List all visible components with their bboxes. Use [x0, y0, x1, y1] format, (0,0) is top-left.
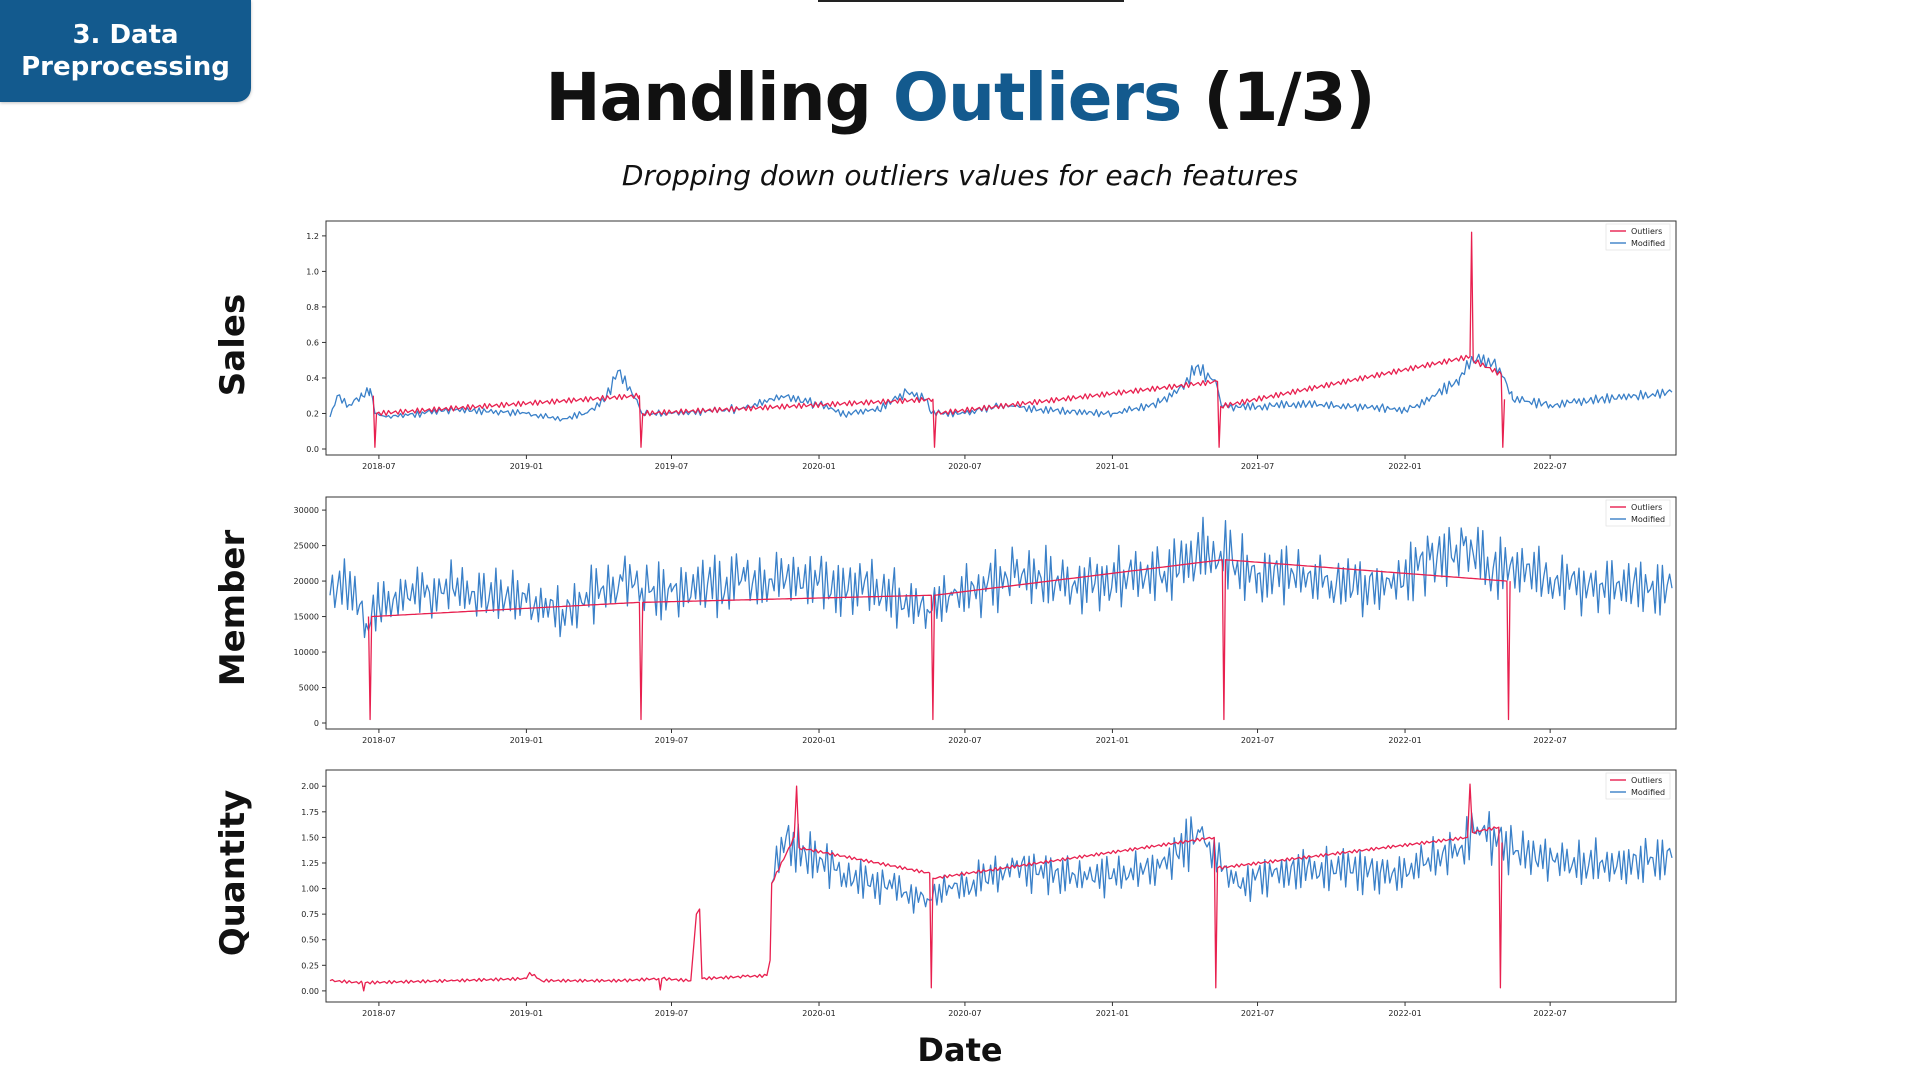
- x-tick-label-quantity-1: 2019-01: [510, 1009, 543, 1018]
- section-badge-label: 3. Data Preprocessing: [11, 19, 241, 83]
- x-tick-label-member-1: 2019-01: [510, 736, 543, 745]
- x-axis-label: Date: [917, 1031, 1003, 1069]
- y-tick-label-sales-1: 0.2: [306, 409, 319, 418]
- x-tick-label-member-0: 2018-07: [362, 736, 395, 745]
- series-line-outliers-sales: [372, 231, 1506, 448]
- y-tick-label-member-4: 20000: [294, 577, 319, 586]
- y-tick-label-quantity-7: 1.75: [301, 808, 319, 817]
- plot-frame-quantity: [325, 769, 1677, 1003]
- x-tick-label-sales-8: 2022-07: [1533, 462, 1566, 471]
- x-tick-label-quantity-0: 2018-07: [362, 1009, 395, 1018]
- y-tick-label-sales-6: 1.2: [306, 232, 319, 241]
- y-tick-label-quantity-8: 2.00: [301, 782, 319, 791]
- y-tick-label-quantity-5: 1.25: [301, 859, 319, 868]
- x-tick-label-quantity-5: 2021-01: [1096, 1009, 1129, 1018]
- title-highlight: Outliers: [892, 59, 1182, 136]
- plot-frame-member: [325, 496, 1677, 730]
- y-tick-label-quantity-0: 0.00: [301, 987, 319, 996]
- legend-label-outliers-quantity: Outliers: [1631, 776, 1662, 785]
- y-tick-label-member-5: 25000: [294, 542, 319, 551]
- section-badge: 3. Data Preprocessing: [0, 0, 251, 102]
- y-tick-label-sales-3: 0.6: [306, 338, 319, 347]
- plot-frame-sales: [325, 220, 1677, 456]
- x-tick-label-member-5: 2021-01: [1096, 736, 1129, 745]
- series-line-outliers-member: [367, 559, 1511, 721]
- x-tick-label-sales-2: 2019-07: [655, 462, 688, 471]
- x-tick-label-sales-4: 2020-07: [948, 462, 981, 471]
- x-tick-label-quantity-8: 2022-07: [1533, 1009, 1566, 1018]
- legend-box-member: [1605, 499, 1671, 527]
- x-tick-label-quantity-2: 2019-07: [655, 1009, 688, 1018]
- legend-label-outliers-sales: Outliers: [1631, 227, 1662, 236]
- legend-box-sales: [1605, 223, 1671, 251]
- y-tick-label-member-0: 0: [314, 719, 319, 728]
- x-tick-label-member-8: 2022-07: [1533, 736, 1566, 745]
- title-suffix: (1/3): [1181, 59, 1375, 136]
- y-tick-label-member-6: 30000: [294, 506, 319, 515]
- series-line-outliers-quantity: [329, 783, 1503, 992]
- x-tick-label-quantity-6: 2021-07: [1241, 1009, 1274, 1018]
- x-tick-label-member-6: 2021-07: [1241, 736, 1274, 745]
- page-title: Handling Outliers (1/3): [0, 58, 1920, 138]
- top-divider: [818, 0, 1124, 2]
- y-tick-label-sales-2: 0.4: [306, 374, 319, 383]
- legend-label-modified-quantity: Modified: [1631, 788, 1665, 797]
- x-tick-label-sales-1: 2019-01: [510, 462, 543, 471]
- y-tick-label-member-1: 5000: [299, 684, 319, 693]
- section-badge-line1: 3. Data: [72, 20, 179, 50]
- x-tick-label-sales-6: 2021-07: [1241, 462, 1274, 471]
- x-tick-label-sales-5: 2021-01: [1096, 462, 1129, 471]
- y-tick-label-quantity-2: 0.50: [301, 936, 319, 945]
- y-tick-label-member-3: 15000: [294, 613, 319, 622]
- x-tick-label-quantity-7: 2022-01: [1388, 1009, 1421, 1018]
- x-tick-label-quantity-3: 2020-01: [802, 1009, 835, 1018]
- y-tick-label-quantity-4: 1.00: [301, 885, 319, 894]
- legend-box-quantity: [1605, 772, 1671, 800]
- legend-label-outliers-member: Outliers: [1631, 503, 1662, 512]
- legend-label-modified-sales: Modified: [1631, 239, 1665, 248]
- x-tick-label-member-2: 2019-07: [655, 736, 688, 745]
- x-tick-label-member-3: 2020-01: [802, 736, 835, 745]
- series-line-modified-member: [329, 516, 1673, 639]
- y-tick-label-sales-0: 0.0: [306, 445, 319, 454]
- y-tick-label-member-2: 10000: [294, 648, 319, 657]
- x-tick-label-sales-7: 2022-01: [1388, 462, 1421, 471]
- x-tick-label-sales-0: 2018-07: [362, 462, 395, 471]
- page-subtitle: Dropping down outliers values for each f…: [621, 159, 1299, 192]
- y-tick-label-quantity-3: 0.75: [301, 910, 319, 919]
- y-tick-label-quantity-6: 1.50: [301, 833, 319, 842]
- y-tick-label-sales-5: 1.0: [306, 267, 319, 276]
- section-badge-line2: Preprocessing: [21, 52, 230, 82]
- series-line-modified-quantity: [771, 810, 1673, 914]
- series-line-modified-sales: [329, 353, 1673, 422]
- title-prefix: Handling: [545, 59, 893, 136]
- x-tick-label-quantity-4: 2020-07: [948, 1009, 981, 1018]
- y-tick-label-quantity-1: 0.25: [301, 961, 319, 970]
- x-tick-label-sales-3: 2020-01: [802, 462, 835, 471]
- x-tick-label-member-7: 2022-01: [1388, 736, 1421, 745]
- x-tick-label-member-4: 2020-07: [948, 736, 981, 745]
- legend-label-modified-member: Modified: [1631, 515, 1665, 524]
- y-tick-label-sales-4: 0.8: [306, 303, 319, 312]
